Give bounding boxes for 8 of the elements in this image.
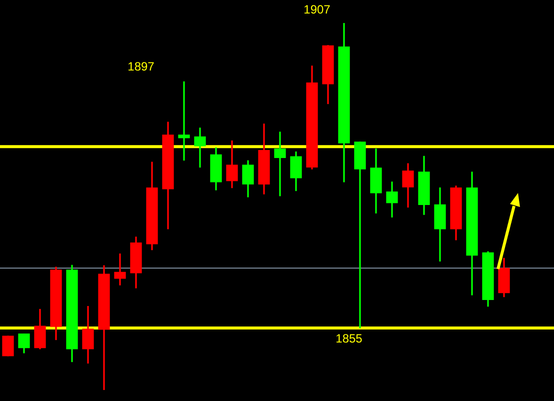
annotation: 1855 <box>336 331 363 346</box>
candlestick <box>274 132 286 196</box>
candlestick <box>114 254 126 286</box>
candlestick <box>194 128 206 168</box>
candlestick <box>354 142 366 328</box>
candlestick <box>178 81 190 161</box>
annotation: 1897 <box>128 59 155 74</box>
text: 1907 <box>304 2 331 16</box>
